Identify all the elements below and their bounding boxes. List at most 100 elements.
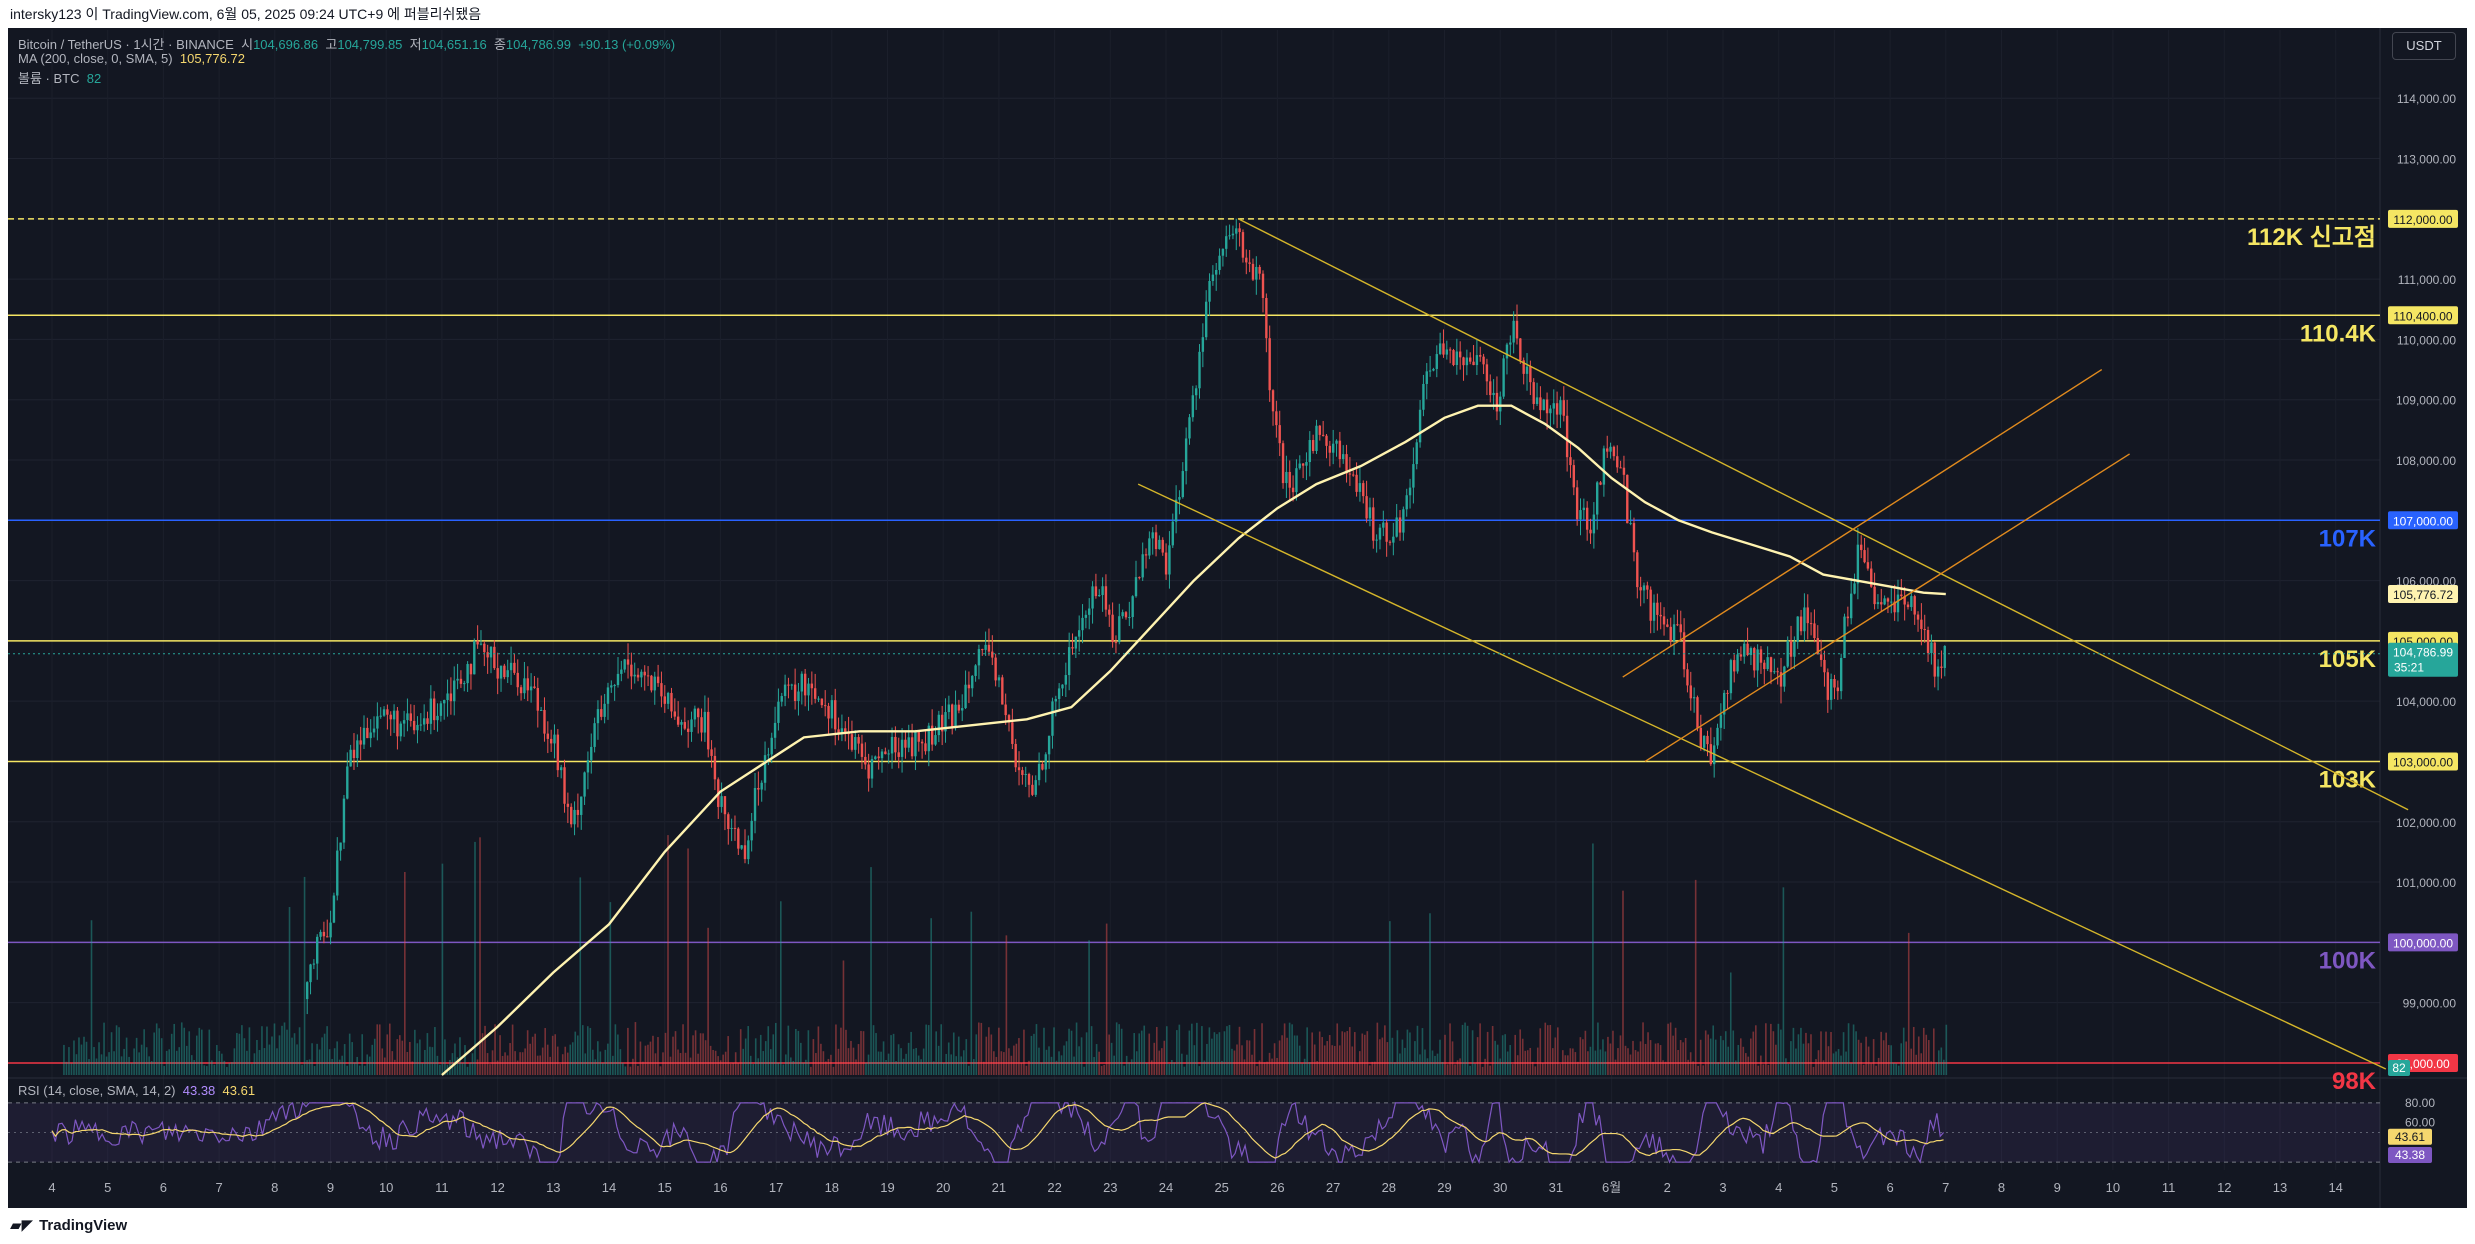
time-tick-label: 8 [1998,1180,2005,1195]
candle-body [1572,465,1576,488]
candle-body [890,736,894,754]
candle-body [1412,464,1415,488]
candle-body [934,735,937,745]
volume-bar [835,1024,837,1075]
ma-legend[interactable]: MA (200, close, 0, SMA, 5) 105,776.72 [18,51,245,66]
volume-bar [1534,1066,1537,1075]
trend-line[interactable] [1644,453,2130,763]
candle-body [700,717,703,733]
volume-bar [165,1050,168,1075]
time-tick-label: 13 [2273,1180,2287,1195]
candle-body [640,671,643,678]
volume-bar [1805,1032,1807,1075]
candle-body [917,731,920,742]
candle-body [1415,442,1418,465]
volume-bar [1030,1035,1033,1075]
time-tick-label: 23 [1103,1180,1117,1195]
price-tick-label: 102,000.00 [2396,816,2456,830]
candle-body [1268,338,1271,391]
last-price-tag[interactable] [2388,642,2458,677]
candle-body [1301,463,1305,466]
rsi-line[interactable] [51,1100,1945,1164]
volume-bar [1930,1061,1933,1075]
volume-bar [644,1045,647,1075]
candle-body [924,743,927,752]
volume-bar [273,1023,276,1075]
volume-bar [168,1049,171,1075]
rsi-ma-line[interactable] [51,1102,1944,1159]
rsi-legend[interactable]: RSI (14, close, SMA, 14, 2) 43.38 43.61 [18,1083,255,1098]
trend-line[interactable] [1622,368,2103,678]
volume-bar [925,1024,927,1075]
level-price-tag[interactable] [2388,752,2458,771]
volume-bar [321,1037,323,1075]
ma-price-tag[interactable] [2388,585,2458,604]
volume-bar [411,1061,414,1075]
volume-bar [677,1049,679,1075]
volume-bar [1559,1064,1562,1075]
candle-body [1679,624,1682,633]
candle-body [810,683,814,689]
currency-button[interactable]: USDT [2392,32,2456,60]
candle-body [469,664,473,675]
candle-body [650,675,653,691]
volume-bar [1231,1048,1233,1075]
volume-bar [1008,1048,1010,1075]
volume-bar [1612,1030,1614,1075]
volume-bar [150,1061,153,1075]
volume-bar [807,1030,810,1075]
volume-bar [1614,1059,1617,1075]
footer: ▰◤ TradingView [0,1208,2475,1244]
volume-bar [1411,1060,1414,1075]
volume-bar [592,1049,594,1075]
volume-bar [148,1056,150,1075]
volume-bar [371,1044,374,1075]
level-price-tag[interactable] [2388,511,2458,530]
candle-body [322,931,326,937]
volume-bar [978,1022,980,1075]
trend-line[interactable] [1238,218,2409,811]
volume-bar [1065,1041,1068,1075]
volume-bar [208,1029,211,1075]
volume-bar [1311,1032,1313,1075]
volume-bar [246,1050,248,1075]
candle-body [653,676,656,691]
candle-body [1749,648,1753,656]
volume-bar [1747,1056,1750,1075]
candle-body [1702,735,1706,748]
level-price-tag[interactable] [2388,306,2458,325]
volume-bar [614,1024,617,1075]
candle-body [1535,397,1539,404]
candle-body [827,705,830,719]
candle-body [1769,657,1773,673]
candle-body [1485,364,1489,382]
time-tick-label: 24 [1159,1180,1173,1195]
candle-body [1378,527,1382,540]
volume-bar [514,1051,516,1075]
candle-body [339,842,342,851]
candle-body [573,809,576,825]
ma200-line[interactable] [441,404,1946,1076]
volume-bar [1689,1052,1692,1075]
price-tick-label: 104,000.00 [2396,695,2456,709]
volume-bar [1276,1057,1278,1075]
level-price-tag[interactable] [2388,209,2458,228]
volume-bar [1682,1042,1684,1075]
candle-body [834,700,837,730]
volume-bar [1664,1061,1667,1075]
volume-bar [609,902,612,1075]
candle-body [1612,446,1616,457]
volume-bar [1105,923,1108,1075]
volume-bar [386,1034,389,1075]
volume-bar [311,1043,313,1075]
rsi-band [8,1102,2380,1163]
volume-bar [551,1035,554,1075]
candle-body [422,718,426,725]
level-price-tag[interactable] [2388,933,2458,952]
volume-legend[interactable]: 볼륨 · BTC 82 [18,68,101,87]
candle-body [1027,773,1031,785]
candle-body [1786,640,1789,667]
trend-line[interactable] [1137,483,2387,1070]
volume-bar [1221,1060,1223,1075]
